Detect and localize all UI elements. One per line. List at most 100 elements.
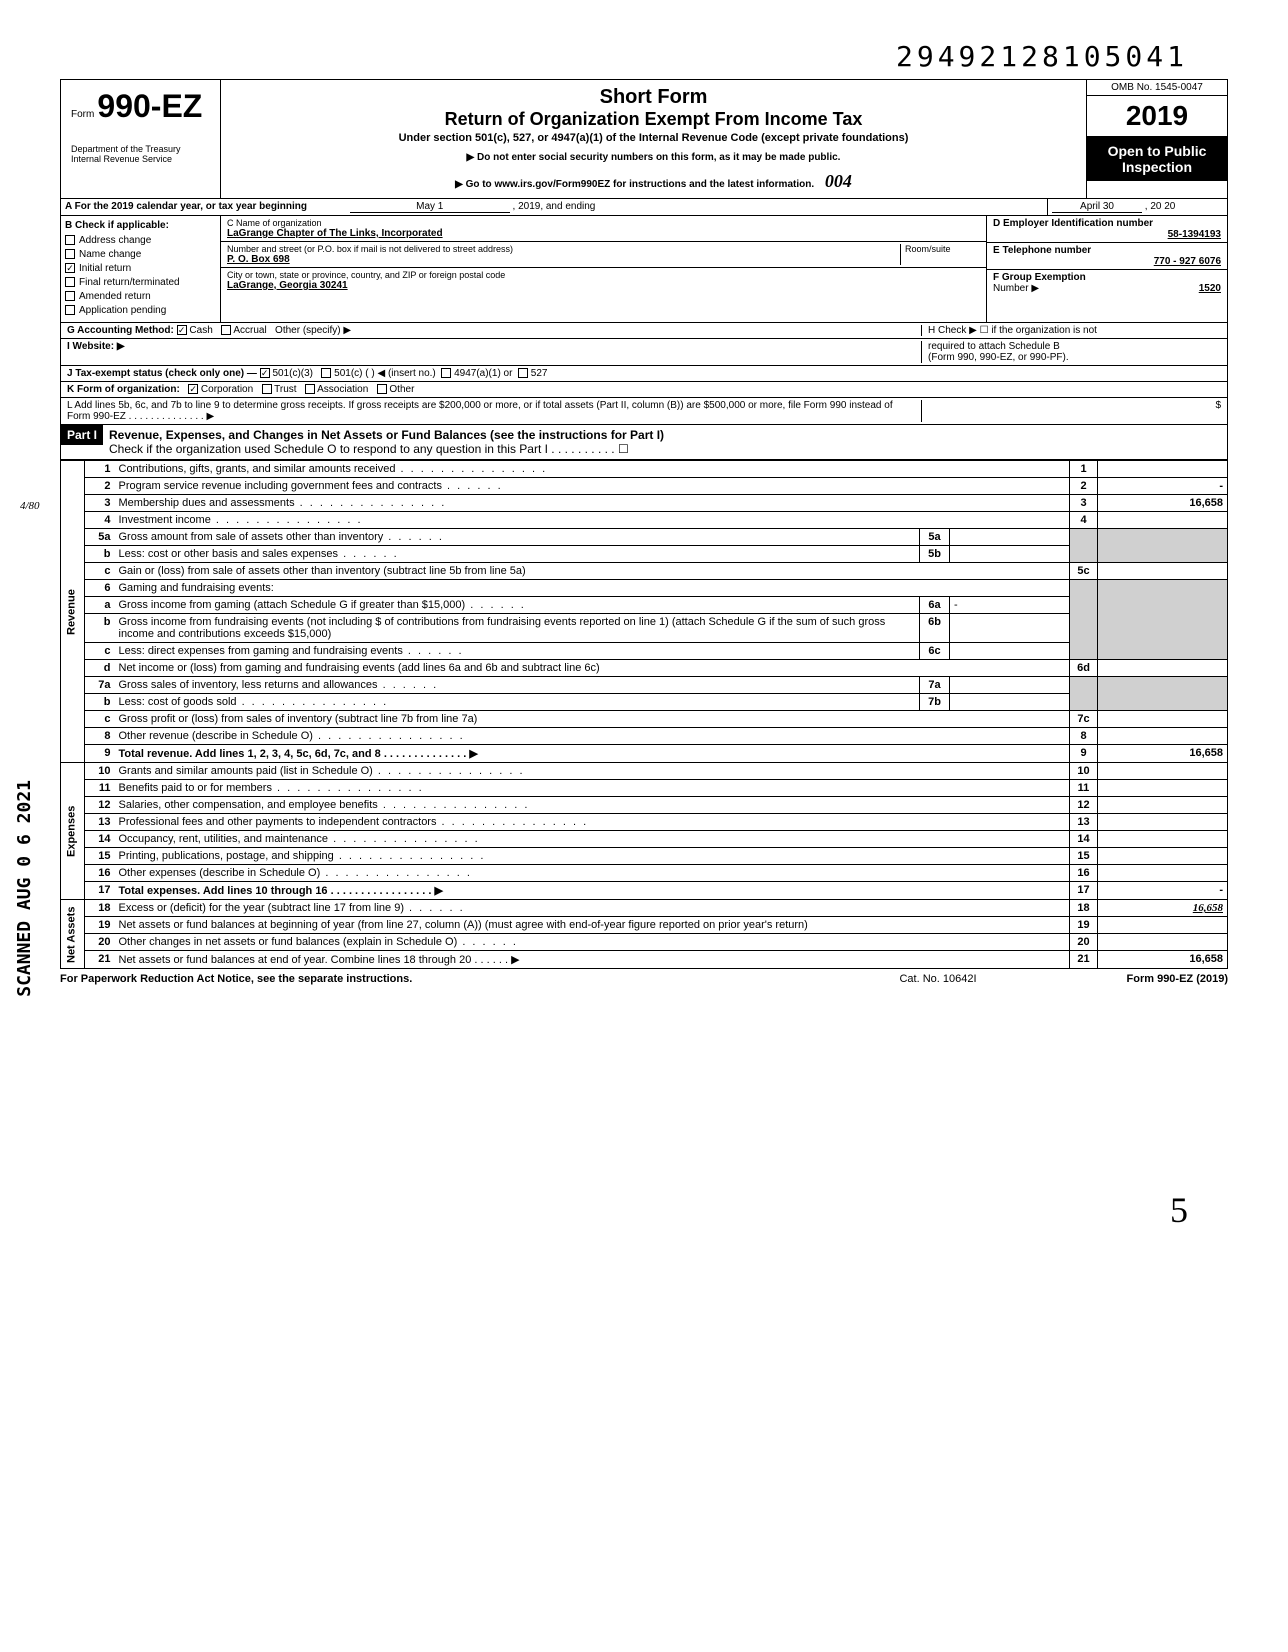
line-6d-desc: Net income or (loss) from gaming and fun… [119, 662, 600, 674]
line-6c-inner-amt [950, 643, 1070, 660]
chk-cash[interactable]: ✓ [177, 325, 187, 335]
line-6a-desc: Gross income from gaming (attach Schedul… [119, 599, 526, 611]
end-year: , 20 20 [1145, 201, 1176, 212]
chk-501c3[interactable]: ✓ [260, 368, 270, 378]
line-4-amt [1098, 512, 1228, 529]
line-1-num: 1 [85, 461, 115, 478]
omb-number: OMB No. 1545-0047 [1087, 80, 1227, 96]
line-5a-ref: 5a [920, 529, 950, 546]
chk-accrual[interactable] [221, 325, 231, 335]
end-date: April 30 [1052, 201, 1142, 213]
line-4-ref: 4 [1070, 512, 1098, 529]
line-7a-ref: 7a [920, 677, 950, 694]
line-12-ref: 12 [1070, 797, 1098, 814]
city-label: City or town, state or province, country… [227, 270, 980, 280]
line-6c-desc: Less: direct expenses from gaming and fu… [119, 645, 464, 657]
line-15-ref: 15 [1070, 848, 1098, 865]
line-5b-desc: Less: cost or other basis and sales expe… [119, 548, 399, 560]
chk-amended-return[interactable]: Amended return [65, 290, 216, 304]
chk-address-change[interactable]: Address change [65, 234, 216, 248]
l-amount-label: $ [1215, 400, 1221, 411]
line-7c-desc: Gross profit or (loss) from sales of inv… [119, 713, 478, 725]
line-10-amt [1098, 763, 1228, 780]
line-6b-inner-amt [950, 614, 1070, 643]
line-7a-num: 7a [85, 677, 115, 694]
j-501c3: 501(c)(3) [272, 368, 313, 379]
chk-trust[interactable] [262, 384, 272, 394]
column-c-name-address: C Name of organization LaGrange Chapter … [221, 216, 987, 322]
g-label: G Accounting Method: [67, 325, 174, 336]
street-address: P. O. Box 698 [227, 254, 900, 265]
line-5c-num: c [85, 563, 115, 580]
org-name: LaGrange Chapter of The Links, Incorpora… [227, 228, 980, 239]
line-10-num: 10 [85, 763, 115, 780]
chk-527[interactable] [518, 368, 528, 378]
line-4-desc: Investment income [119, 514, 363, 526]
line-9-num: 9 [85, 745, 115, 763]
telephone: 770 - 927 6076 [993, 256, 1221, 267]
line-2-desc: Program service revenue including govern… [119, 480, 503, 492]
addr-label: Number and street (or P.O. box if mail i… [227, 244, 900, 254]
k-label: K Form of organization: [67, 384, 180, 395]
line-5b-inner-amt [950, 546, 1070, 563]
g-accrual: Accrual [233, 325, 266, 336]
line-21-num: 21 [85, 951, 115, 969]
line-1-desc: Contributions, gifts, grants, and simila… [119, 463, 548, 475]
line-16-ref: 16 [1070, 865, 1098, 882]
open-public-l1: Open to Public [1091, 143, 1223, 159]
line-5a-inner-amt [950, 529, 1070, 546]
line-12-desc: Salaries, other compensation, and employ… [119, 799, 530, 811]
line-6c-ref: 6c [920, 643, 950, 660]
chk-4947[interactable] [441, 368, 451, 378]
line-5b-num: b [85, 546, 115, 563]
k-corp: Corporation [201, 384, 253, 395]
line-21-amt: 16,658 [1098, 951, 1228, 969]
line-20-amt [1098, 934, 1228, 951]
j-527: 527 [531, 368, 548, 379]
line-7b-num: b [85, 694, 115, 711]
part-1-badge: Part I [61, 425, 103, 445]
line-7b-desc: Less: cost of goods sold [119, 696, 389, 708]
chk-corporation[interactable]: ✓ [188, 384, 198, 394]
line-5c-desc: Gain or (loss) from sale of assets other… [119, 565, 526, 577]
chk-name-change[interactable]: Name change [65, 248, 216, 262]
side-label-expenses: Expenses [61, 763, 85, 900]
chk-final-return[interactable]: Final return/terminated [65, 276, 216, 290]
line-15-desc: Printing, publications, postage, and shi… [119, 850, 486, 862]
line-20-ref: 20 [1070, 934, 1098, 951]
chk-association[interactable] [305, 384, 315, 394]
i-label: I Website: ▶ [67, 341, 125, 352]
line-18-amt: 16,658 [1098, 900, 1228, 917]
chk-501c[interactable] [321, 368, 331, 378]
chk-application-pending[interactable]: Application pending [65, 304, 216, 318]
column-def: D Employer Identification number 58-1394… [987, 216, 1227, 322]
footer-right: Form 990-EZ (2019) [1028, 973, 1228, 985]
part-1-check-text: Check if the organization used Schedule … [109, 442, 1221, 456]
chk-other[interactable] [377, 384, 387, 394]
line-6b-ref: 6b [920, 614, 950, 643]
line-7a-desc: Gross sales of inventory, less returns a… [119, 679, 439, 691]
line-11-amt [1098, 780, 1228, 797]
short-form-label: Short Form [231, 86, 1076, 109]
room-label: Room/suite [905, 244, 980, 254]
line-19-num: 19 [85, 917, 115, 934]
chk-initial-return[interactable]: ✓Initial return [65, 262, 216, 276]
g-cash: Cash [189, 325, 212, 336]
line-13-amt [1098, 814, 1228, 831]
open-public-l2: Inspection [1091, 159, 1223, 175]
line-21-desc: Net assets or fund balances at end of ye… [119, 954, 520, 966]
line-18-num: 18 [85, 900, 115, 917]
footer-center: Cat. No. 10642I [848, 973, 1028, 985]
line-14-desc: Occupancy, rent, utilities, and maintena… [119, 833, 480, 845]
side-label-revenue: Revenue [61, 461, 85, 763]
line-11-desc: Benefits paid to or for members [119, 782, 424, 794]
form-prefix: Form [71, 109, 94, 120]
title-cell: Short Form Return of Organization Exempt… [221, 80, 1087, 198]
k-other: Other [389, 384, 414, 395]
k-assoc: Association [317, 384, 368, 395]
instruction-1: ▶ Do not enter social security numbers o… [231, 152, 1076, 163]
line-15-num: 15 [85, 848, 115, 865]
part-1-lines-table: Revenue 1 Contributions, gifts, grants, … [60, 460, 1228, 969]
h-label-2: required to attach Schedule B [928, 341, 1221, 352]
line-2-num: 2 [85, 478, 115, 495]
